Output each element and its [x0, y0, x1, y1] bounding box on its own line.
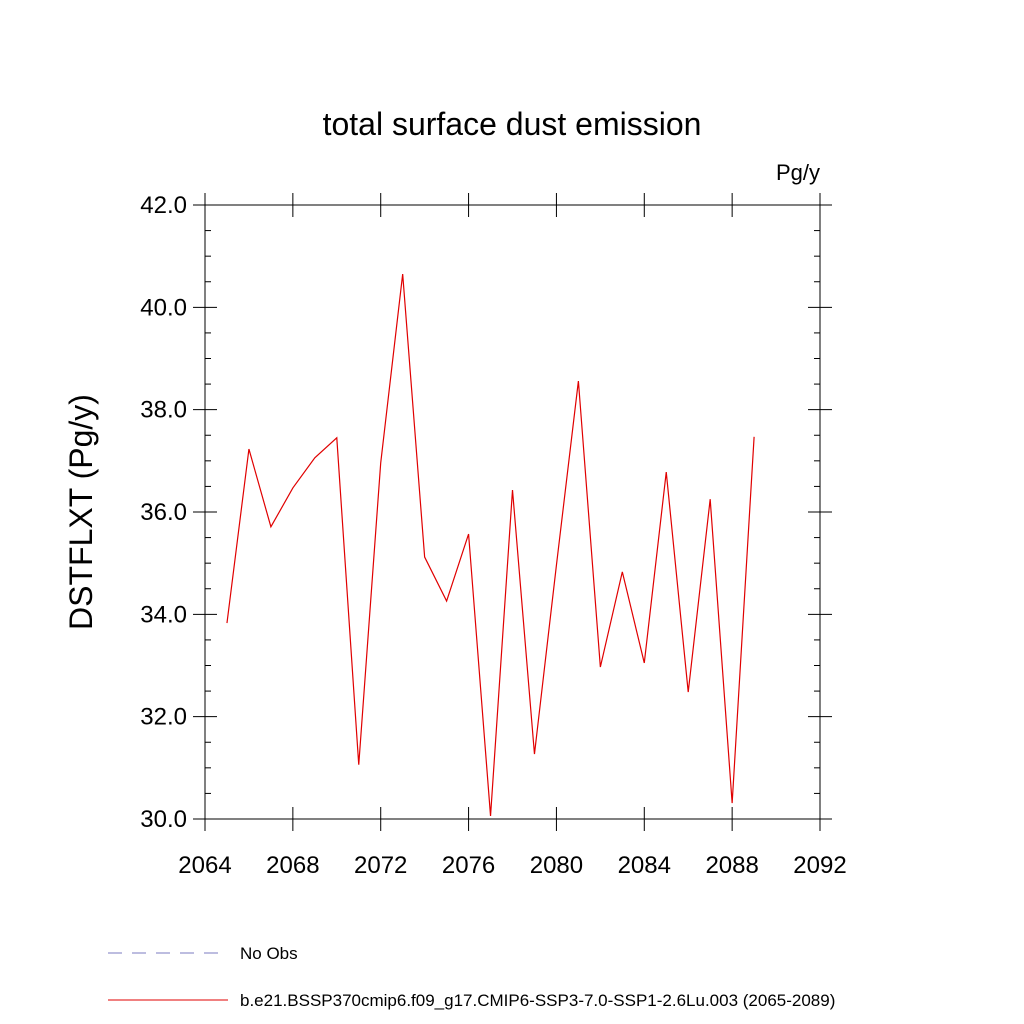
- x-tick-label: 2080: [530, 852, 583, 879]
- units-label: Pg/y: [776, 160, 820, 185]
- legend-label: b.e21.BSSP370cmip6.f09_g17.CMIP6-SSP3-7.…: [240, 991, 835, 1010]
- plot-frame: [204, 204, 821, 820]
- y-tick-label: 30.0: [140, 806, 187, 833]
- y-tick-label: 38.0: [140, 397, 187, 424]
- x-tick-label: 2076: [442, 852, 495, 879]
- x-tick-label: 2084: [618, 852, 671, 879]
- x-tick-label: 2064: [178, 852, 231, 879]
- y-tick-label: 32.0: [140, 704, 187, 731]
- x-tick-label: 2072: [354, 852, 407, 879]
- y-axis-label: DSTFLXT (Pg/y): [63, 394, 99, 630]
- data-line: [226, 274, 755, 816]
- x-tick-label: 2068: [266, 852, 319, 879]
- y-tick-label: 34.0: [140, 601, 187, 628]
- legend-label: No Obs: [240, 944, 298, 963]
- y-tick-label: 36.0: [140, 499, 187, 526]
- x-tick-label: 2092: [793, 852, 846, 879]
- chart-title: total surface dust emission: [323, 106, 702, 142]
- y-tick-label: 42.0: [140, 192, 187, 219]
- x-tick-label: 2088: [705, 852, 758, 879]
- y-tick-label: 40.0: [140, 294, 187, 321]
